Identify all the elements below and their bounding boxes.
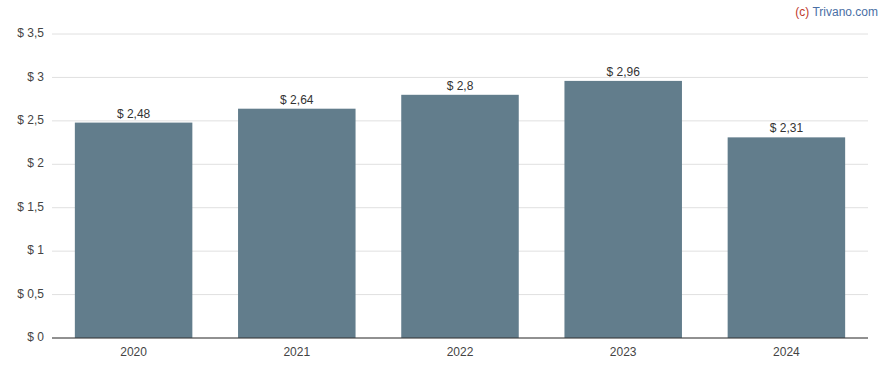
- chart: $ 0$ 0,5$ 1$ 1,5$ 2$ 2,5$ 3$ 3,5$ 2,48$ …: [0, 0, 888, 370]
- data-label: $ 2,96: [607, 65, 641, 79]
- x-axis: 2020 2021 2022 2023 2024: [52, 338, 868, 359]
- y-axis: $ 0 $ 0,5 $ 1 $ 1,5 $ 2 $ 2,5 $ 3 $ 3,5: [17, 26, 44, 344]
- grid-line: [52, 338, 868, 339]
- watermark: Trivano.com(c): [795, 5, 878, 19]
- data-label: $ 2,64: [280, 93, 314, 107]
- x-tick-label: 2023: [610, 345, 637, 359]
- data-label: $ 2,8: [447, 79, 474, 93]
- x-tick-label: 2021: [283, 345, 310, 359]
- bars: [75, 81, 845, 338]
- bar: [728, 137, 846, 338]
- data-label: $ 2,48: [117, 107, 151, 121]
- x-tick-label: 2024: [773, 345, 800, 359]
- chart-container: $ 0$ 0,5$ 1$ 1,5$ 2$ 2,5$ 3$ 3,5$ 2,48$ …: [0, 0, 888, 370]
- y-tick-label: $ 2: [27, 156, 44, 170]
- watermark-text: (c): [795, 5, 809, 19]
- bar: [401, 95, 519, 338]
- bar: [75, 123, 193, 338]
- y-tick-label: $ 1: [27, 243, 44, 257]
- y-tick-label: $ 0: [27, 330, 44, 344]
- bar: [238, 109, 356, 338]
- x-tick-label: 2020: [120, 345, 147, 359]
- y-tick-label: $ 2,5: [17, 113, 44, 127]
- y-tick-label: $ 3: [27, 70, 44, 84]
- grid-line: [52, 34, 868, 35]
- y-tick-label: $ 1,5: [17, 200, 44, 214]
- bar: [564, 81, 682, 338]
- data-labels: $ 2,48 $ 2,64 $ 2,8 $ 2,96 $ 2,31: [117, 65, 803, 135]
- data-label: $ 2,31: [770, 121, 804, 135]
- grid: [52, 34, 868, 338]
- watermark-text: Trivano.com: [809, 5, 878, 19]
- y-tick-label: $ 0,5: [17, 287, 44, 301]
- y-tick-label: $ 3,5: [17, 26, 44, 40]
- x-axis-line: [52, 338, 868, 339]
- grid-line: [52, 77, 868, 78]
- x-tick-label: 2022: [447, 345, 474, 359]
